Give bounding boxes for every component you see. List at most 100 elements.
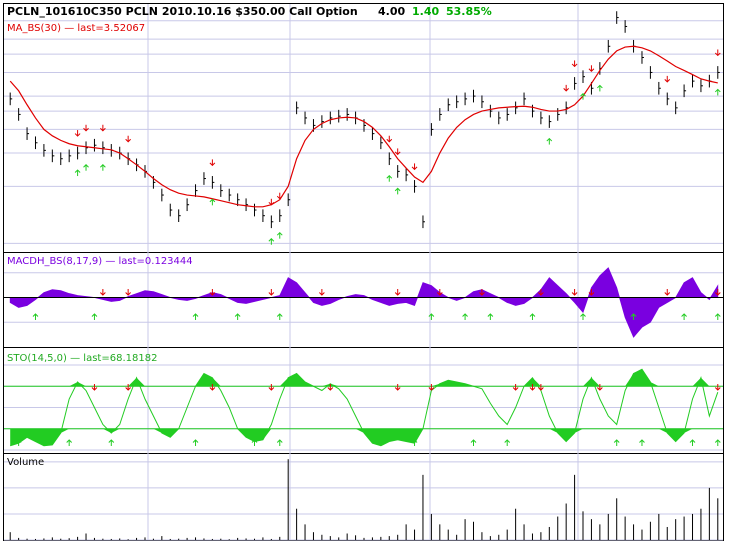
price-buy-signal-head [83,164,89,168]
macd-buy-signal-head [32,313,39,317]
sto-buy-signal [192,439,199,446]
sto-buy-signal-head [15,439,22,443]
price-sell-signal [74,130,81,137]
macd-buy-signal [234,313,241,320]
price-sell-signal [276,192,283,200]
sto-buy-signal-head [470,439,477,443]
price-buy-signal [276,231,283,239]
price-buy-signal-head [597,84,603,89]
macd-buy-signal-head [192,313,199,317]
sto-buy-signal [470,439,477,446]
price-buy-signal-head [394,187,401,192]
macd-sell-signal [538,289,544,296]
sto-buy-signal-head [276,439,283,443]
sto-buy-signal-head [192,439,199,443]
sto-sell-signal [327,384,334,391]
macd-sell-signal [664,289,671,296]
sto-sell-signal [428,384,435,391]
sto-sell-signal-head [512,387,519,391]
price-sell-signal-head [563,88,570,92]
macd-buy-signal-head [681,313,687,317]
macd-buy-signal-head [714,313,721,317]
price-buy-signal [74,169,81,177]
price-buy-signal-head [209,198,216,203]
price-sell-signal-head [100,127,106,132]
sto-buy-signal-head [714,439,721,443]
ma-label: MA_BS(30) — last=3.52067 [7,23,145,34]
macd-buy-signal-head [91,313,98,317]
sto-buy-signal-head [689,439,696,443]
price-buy-signal-head [100,164,106,168]
sto-buy-signal [504,439,511,446]
price-sell-signal [268,198,275,206]
sto-sell-signal-head [125,387,131,391]
price-buy-signal-head [268,238,275,242]
macd-buy-signal [428,313,435,320]
ma-label-sep: — [61,23,77,34]
macd-sell-signal [714,289,721,296]
macd-sell-signal [436,289,443,296]
header-change: 1.40 [412,5,439,18]
sto-buy-signal-head [251,439,258,443]
macd-buy-signal [681,313,687,320]
macd-sell-signal-head [436,292,443,296]
header-last: 4.00 [378,5,405,18]
sto-buy-signal-head [411,439,418,443]
volume-label: Volume [7,457,44,468]
price-buy-signal [100,164,106,171]
macd-buy-signal [91,313,98,320]
macd-sell-signal [268,289,275,296]
price-buy-signal-head [714,88,721,93]
macd-label-last: last=0.123444 [119,256,193,267]
price-buy-signal [714,88,721,96]
macd-buy-signal-head [580,313,586,317]
price-sell-signal [83,124,89,132]
macd-buy-signal-head [234,313,241,317]
price-buy-signal-head [580,92,586,97]
macd-sell-signal-head [588,292,595,296]
sto-sell-signal [512,384,519,391]
header-symbol: PCLN_101610C350 PCLN 2010.10.16 $350.00 … [7,5,358,18]
sto-sell-signal [597,384,603,391]
macd-sell-signal-head [571,292,578,296]
price-sell-signal-head [588,68,595,72]
sto-buy-signal [613,439,620,446]
macd-buy-signal-head [529,313,536,317]
macd-buy-signal [32,313,39,320]
price-buy-signal [546,137,553,145]
macd-buy-signal [529,313,536,320]
macd-buy-signal [580,313,586,320]
sto-sell-signal-head [209,387,216,391]
price-sell-signal-head [386,138,393,143]
grid-layer [4,4,723,541]
sto-buy-signal [251,439,258,446]
sto-buy-signal [639,439,645,446]
price-buy-signal [580,92,586,100]
price-buy-signal-head [546,137,553,142]
ma-line [9,45,718,208]
macd-sell-signal-head [714,292,721,296]
price-buy-signal [209,198,216,206]
price-buy-signal [394,187,401,195]
price-sell-signal-head [83,127,89,132]
macd-sell-signal-head [125,292,131,296]
header-change-pct: 53.85% [446,5,492,18]
sto-buy-signal-head [613,439,620,443]
sto-buy-signal [108,439,115,446]
macd-sell-signal-head [394,292,401,296]
macd-sell-signal [209,289,216,296]
price-sell-signal-head [125,138,131,143]
price-sell-signal-head [411,166,418,171]
price-buy-signal-head [386,175,393,179]
macd-sell-signal-head [268,292,275,296]
macd-sell-signal [319,289,325,296]
sto-buy-signal [689,439,696,446]
sto-sell-signal-head [529,387,536,391]
macd-buy-signal [714,313,721,320]
price-sell-signal [100,124,106,132]
macd-label-sep: — [102,256,118,267]
sto-buy-signal-head [639,439,645,443]
sto-buy-signal [411,439,418,446]
